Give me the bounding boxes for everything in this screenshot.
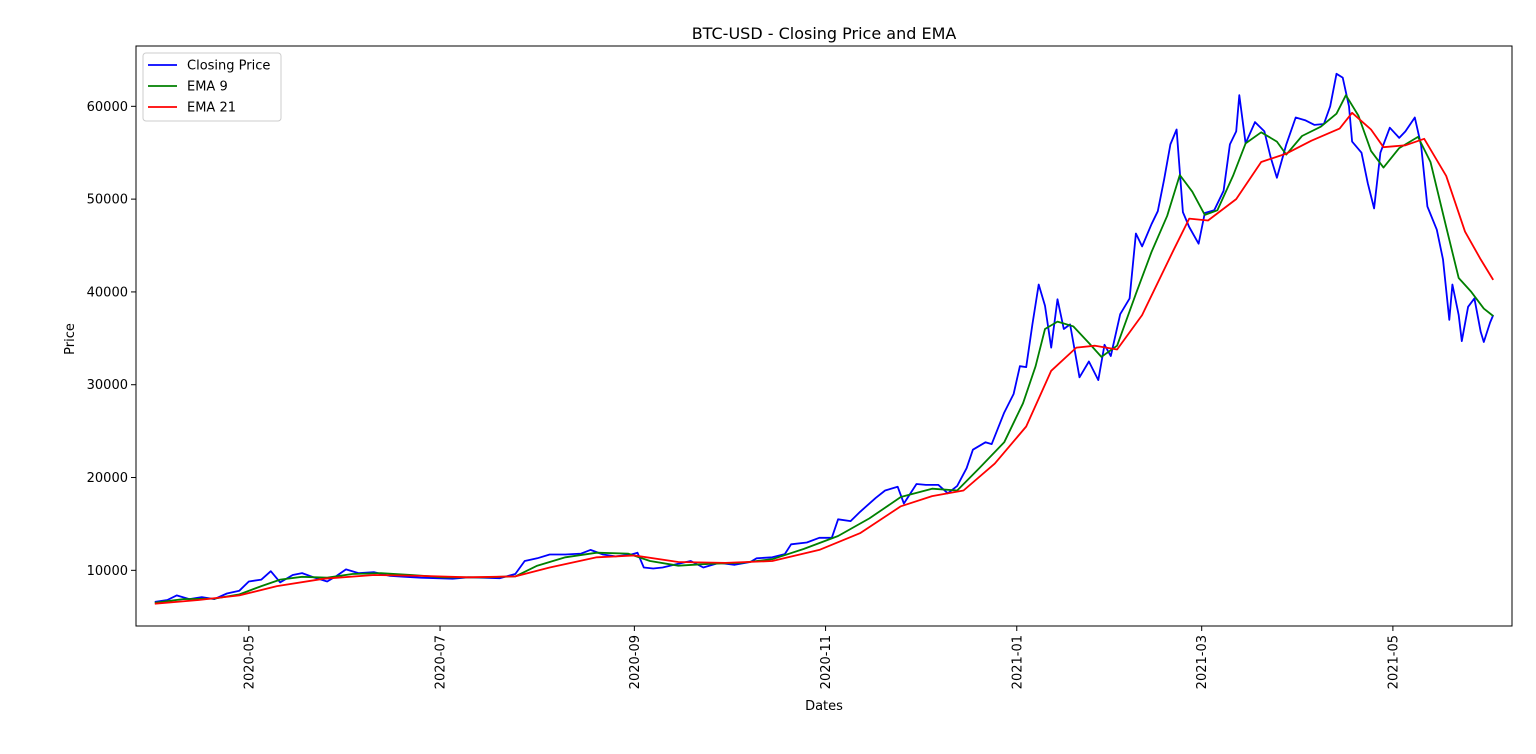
series-line-closing-price	[154, 72, 1495, 603]
x-tick-label: 2021-05	[1386, 635, 1401, 689]
x-tick-label: 2020-11	[819, 635, 834, 689]
legend-label: Closing Price	[187, 59, 270, 74]
y-tick-label: 30000	[87, 378, 128, 393]
y-tick-label: 10000	[87, 564, 128, 579]
x-tick-label: 2020-09	[628, 635, 643, 689]
chart-title: BTC-USD - Closing Price and EMA	[692, 24, 957, 43]
plot-area	[154, 72, 1495, 605]
legend-label: EMA 9	[187, 80, 228, 95]
legend-label: EMA 21	[187, 101, 236, 116]
x-axis-title: Dates	[805, 699, 843, 714]
x-tick-label: 2020-05	[242, 635, 257, 689]
series-line-ema-21	[154, 111, 1494, 605]
x-tick-label: 2021-01	[1010, 635, 1025, 689]
legend-box	[142, 52, 282, 122]
x-tick-label: 2020-07	[434, 635, 449, 689]
x-tick-label: 2021-03	[1195, 635, 1210, 689]
series-line-ema-9	[154, 94, 1494, 604]
y-tick-label: 40000	[87, 285, 128, 300]
y-tick-label: 60000	[87, 100, 128, 115]
legend: Closing Price EMA 9 EMA 21	[142, 52, 282, 122]
y-tick-label: 20000	[87, 471, 128, 486]
axes: 10000 20000 30000 40000 50000 60000 2020-05 202…	[87, 45, 1513, 689]
y-tick-label: 50000	[87, 193, 128, 208]
y-axis-title: Price	[63, 323, 78, 355]
plot-frame	[135, 45, 1513, 627]
